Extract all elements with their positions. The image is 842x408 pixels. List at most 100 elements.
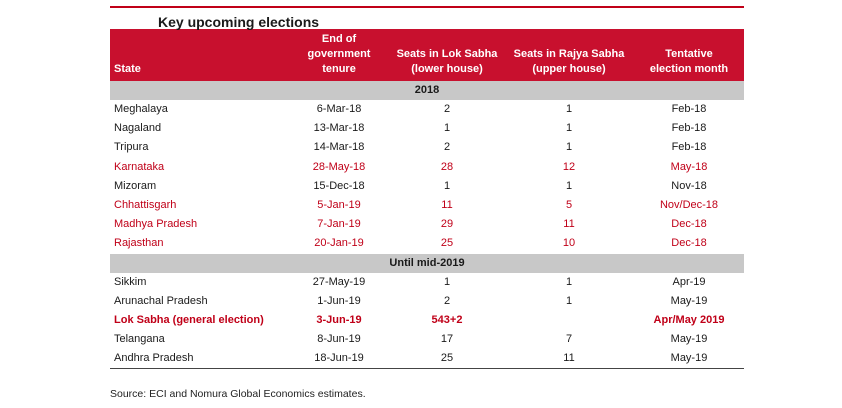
cell-tenure: 13-Mar-18 [313, 122, 365, 135]
cell-rajya: 7 [565, 333, 573, 346]
cell-state: Meghalaya [114, 103, 168, 116]
cell-tenure: 20-Jan-19 [314, 237, 364, 250]
header-month-line1: Tentative [665, 48, 713, 60]
cell-month: Nov/Dec-18 [659, 199, 719, 212]
table-row: Madhya Pradesh 7-Jan-19 29 11 Dec-18 [110, 215, 744, 234]
cell-state: Mizoram [114, 179, 157, 192]
cell-tenure: 8-Jun-19 [317, 333, 361, 346]
cell-tenure: 27-May-19 [312, 275, 366, 288]
cell-state: Sikkim [114, 275, 147, 288]
cell-rajya: 10 [562, 237, 576, 250]
cell-rajya: 11 [563, 218, 575, 231]
cell-month: Apr-19 [672, 275, 706, 288]
cell-lok: 1 [443, 179, 451, 192]
table-row: Telangana 8-Jun-19 17 7 May-19 [110, 330, 744, 349]
header-lok-sabha: Seats in Lok Sabha (lower house) [390, 29, 504, 81]
cell-lok: 2 [443, 294, 451, 307]
table-row: Tripura 14-Mar-18 2 1 Feb-18 [110, 138, 744, 157]
cell-month: Nov-18 [671, 179, 707, 192]
header-row: State End of government tenure Seats in … [110, 29, 744, 81]
cell-tenure: 7-Jan-19 [317, 218, 361, 231]
cell-rajya: 1 [565, 294, 573, 307]
table-body: 2018 Meghalaya 6-Mar-18 2 1 Feb-18 Nagaland 13-… [110, 81, 744, 368]
cell-lok: 2 [443, 103, 451, 116]
cell-lok: 29 [440, 218, 454, 231]
cell-tenure: 28-May-18 [312, 160, 366, 173]
table-row: Nagaland 13-Mar-18 1 1 Feb-18 [110, 119, 744, 138]
section-row: 2018 [110, 81, 744, 100]
section-row: Until mid-2019 [110, 253, 744, 273]
header-rajya-sabha: Seats in Rajya Sabha (upper house) [504, 29, 634, 81]
table-row: Meghalaya 6-Mar-18 2 1 Feb-18 [110, 100, 744, 119]
table-row: Andhra Pradesh 18-Jun-19 25 11 May-19 [110, 349, 744, 368]
bottom-rule [110, 368, 744, 370]
section-label: 2018 [110, 81, 744, 100]
cell-state: Andhra Pradesh [114, 352, 194, 365]
table-title: Key upcoming elections [158, 14, 320, 30]
header-rajya-line1: Seats in Rajya Sabha [513, 48, 625, 60]
header-tenure: End of government tenure [288, 29, 390, 81]
elections-table: State End of government tenure Seats in … [110, 29, 744, 368]
cell-rajya: 12 [562, 160, 576, 173]
cell-lok: 28 [440, 160, 454, 173]
cell-state: Karnataka [114, 160, 165, 173]
cell-state: Telangana [114, 333, 165, 346]
top-rule [110, 6, 744, 8]
cell-rajya [504, 311, 634, 330]
cell-lok: 25 [440, 237, 454, 250]
cell-month: Feb-18 [671, 122, 707, 135]
cell-lok: 1 [443, 122, 451, 135]
header-lok-line1: Seats in Lok Sabha [396, 48, 498, 60]
table-row: Arunachal Pradesh 1-Jun-19 2 1 May-19 [110, 292, 744, 311]
cell-lok: 1 [443, 275, 451, 288]
table-row: Sikkim 27-May-19 1 1 Apr-19 [110, 273, 744, 292]
cell-state: Madhya Pradesh [114, 218, 198, 231]
cell-lok: 543+2 [431, 313, 463, 326]
cell-lok: 25 [440, 352, 454, 365]
cell-month: Feb-18 [671, 141, 707, 154]
cell-tenure: 5-Jan-19 [317, 199, 361, 212]
header-tenure-line1: End of [321, 33, 357, 45]
cell-state: Lok Sabha (general election) [114, 313, 264, 326]
cell-month: May-18 [670, 160, 708, 173]
cell-rajya: 1 [565, 103, 573, 116]
header-tenure-line2: government [307, 48, 371, 60]
source-note: Source: ECI and Nomura Global Economics … [110, 388, 366, 400]
header-tenure-line3: tenure [322, 63, 356, 75]
cell-rajya: 1 [565, 141, 573, 154]
cell-rajya: 5 [565, 199, 573, 212]
cell-month: Feb-18 [671, 103, 707, 116]
table-row: Lok Sabha (general election) 3-Jun-19 543+… [110, 311, 744, 330]
cell-tenure: 3-Jun-19 [316, 313, 362, 326]
cell-lok: 11 [441, 199, 453, 212]
cell-state: Arunachal Pradesh [114, 294, 208, 307]
table-row: Chhattisgarh 5-Jan-19 11 5 Nov/Dec-18 [110, 196, 744, 215]
cell-month: May-19 [670, 352, 708, 365]
cell-month: Dec-18 [671, 218, 707, 231]
cell-rajya: 1 [565, 179, 573, 192]
cell-month: Apr/May 2019 [653, 313, 725, 326]
cell-tenure: 15-Dec-18 [313, 179, 365, 192]
table-row: Rajasthan 20-Jan-19 25 10 Dec-18 [110, 234, 744, 253]
cell-tenure: 18-Jun-19 [314, 352, 364, 365]
cell-rajya: 1 [565, 122, 573, 135]
cell-rajya: 1 [565, 275, 573, 288]
cell-month: Dec-18 [671, 237, 707, 250]
header-state: State [110, 29, 288, 81]
cell-lok: 17 [440, 333, 454, 346]
header-lok-line2: (lower house) [411, 63, 483, 75]
cell-state: Tripura [114, 141, 149, 154]
cell-state: Rajasthan [114, 237, 164, 250]
header-election-month: Tentative election month [634, 29, 744, 81]
cell-tenure: 14-Mar-18 [313, 141, 365, 154]
cell-tenure: 6-Mar-18 [316, 103, 362, 116]
cell-state: Nagaland [114, 122, 162, 135]
cell-lok: 2 [443, 141, 451, 154]
section-label: Until mid-2019 [110, 253, 744, 273]
table-row: Mizoram 15-Dec-18 1 1 Nov-18 [110, 177, 744, 196]
cell-month: May-19 [670, 294, 708, 307]
table-row: Karnataka 28-May-18 28 12 May-18 [110, 158, 744, 177]
cell-state: Chhattisgarh [114, 199, 177, 212]
elections-table-figure: Key upcoming elections State End of gove… [110, 6, 744, 370]
header-rajya-line2: (upper house) [532, 63, 606, 75]
